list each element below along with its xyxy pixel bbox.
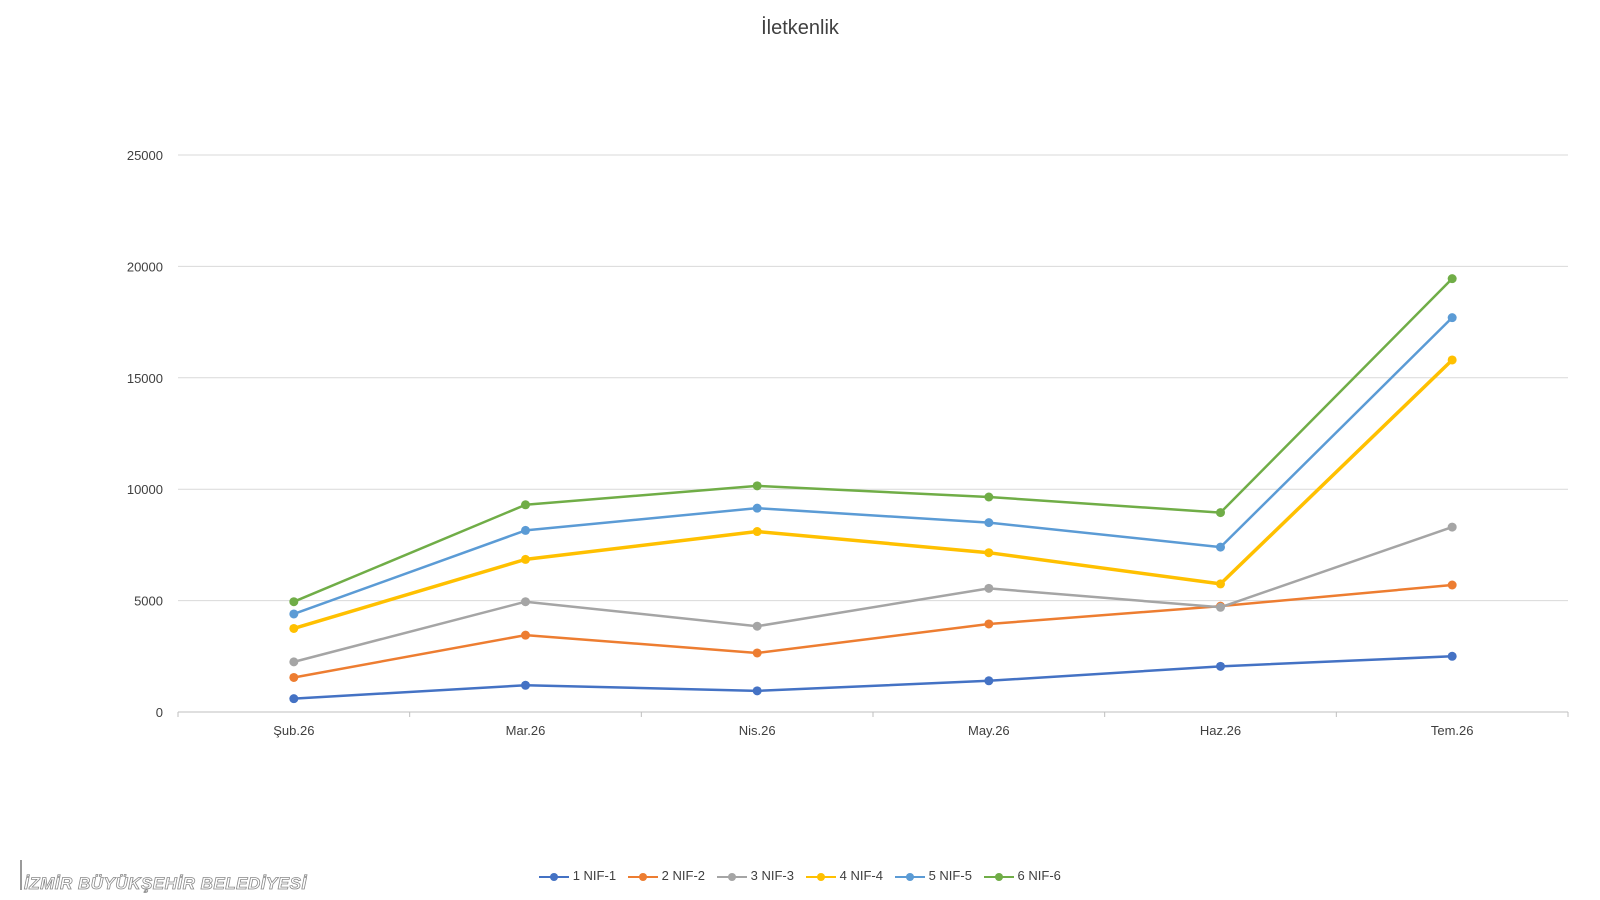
- data-point: [1447, 580, 1457, 590]
- y-tick-label: 25000: [127, 148, 163, 163]
- x-axis: Şub.26 Mar.26 Nis.26 May.26 Haz.26 Tem.26: [177, 712, 1569, 738]
- series-line: [293, 277, 1454, 603]
- legend-item: 2 NIF-2: [628, 868, 705, 883]
- data-point: [289, 623, 299, 633]
- legend: 1 NIF-1 2 NIF-2 3 NIF-3 4 NIF-4 5 NIF-5 …: [0, 868, 1600, 883]
- data-point: [521, 597, 530, 607]
- data-point: [1216, 542, 1225, 552]
- series-6: [289, 274, 1457, 607]
- data-point: [752, 503, 762, 513]
- data-point: [1216, 602, 1225, 612]
- legend-swatch: [806, 872, 836, 882]
- data-point: [1447, 522, 1457, 532]
- legend-swatch: [983, 872, 1014, 882]
- data-point: [984, 548, 994, 558]
- x-tick-label: Haz.26: [1200, 723, 1241, 738]
- data-point: [521, 500, 530, 510]
- x-tick-label: Mar.26: [506, 723, 546, 738]
- data-point: [984, 518, 994, 528]
- series-4: [289, 355, 1457, 633]
- data-point: [1216, 579, 1225, 589]
- data-point: [752, 481, 762, 491]
- data-point: [984, 583, 994, 593]
- data-point: [521, 525, 530, 535]
- x-tick-label: Nis.26: [739, 723, 776, 738]
- legend-item: 1 NIF-1: [539, 868, 616, 883]
- data-point: [752, 527, 762, 537]
- series-group: [289, 274, 1457, 704]
- legend-label: 1 NIF-1: [569, 868, 617, 883]
- y-axis: 0 5000 10000 15000 20000 25000: [127, 148, 163, 720]
- y-tick-label: 0: [156, 705, 163, 720]
- x-tick-label: Şub.26: [273, 723, 314, 738]
- data-point: [289, 694, 299, 704]
- legend-label: 6 NIF-6: [1013, 868, 1061, 883]
- legend-label: 4 NIF-4: [836, 868, 883, 883]
- legend-label: 3 NIF-3: [747, 868, 794, 883]
- chart-title: İletkenlik: [761, 16, 840, 39]
- data-point: [521, 680, 530, 690]
- data-point: [521, 554, 530, 564]
- data-point: [1216, 508, 1225, 518]
- data-point: [289, 609, 299, 619]
- logo-text: İZMİR BÜYÜKŞEHİR BELEDİYESİ: [24, 874, 307, 894]
- data-point: [984, 492, 994, 502]
- grid-lines: [178, 154, 1568, 713]
- data-point: [752, 648, 762, 658]
- data-point: [1447, 313, 1457, 323]
- series-line: [293, 655, 1453, 700]
- logo: İZMİR BÜYÜKŞEHİR BELEDİYESİ: [10, 860, 310, 900]
- data-point: [1216, 661, 1225, 671]
- series-line: [293, 525, 1453, 664]
- series-3: [289, 522, 1457, 667]
- legend-item: 3 NIF-3: [717, 868, 794, 883]
- series-line: [293, 358, 1454, 631]
- x-tick-label: Tem.26: [1431, 723, 1474, 738]
- logo-mark: [20, 860, 26, 890]
- data-point: [984, 676, 994, 686]
- y-tick-label: 10000: [127, 482, 163, 497]
- legend-label: 2 NIF-2: [658, 868, 706, 883]
- legend-swatch: [717, 872, 748, 882]
- y-tick-label: 15000: [127, 371, 163, 386]
- data-point: [984, 619, 994, 629]
- series-line: [293, 583, 1453, 679]
- legend-item: 5 NIF-5: [894, 868, 972, 883]
- data-point: [752, 621, 762, 631]
- legend-item: 6 NIF-6: [983, 868, 1061, 883]
- y-tick-label: 5000: [134, 594, 163, 609]
- series-line: [293, 316, 1454, 616]
- x-tick-label: May.26: [968, 723, 1010, 738]
- series-1: [289, 651, 1457, 704]
- data-point: [289, 672, 299, 682]
- legend-item: 4 NIF-4: [806, 868, 883, 883]
- data-point: [752, 686, 762, 696]
- y-tick-label: 20000: [127, 259, 163, 274]
- legend-swatch: [628, 872, 659, 882]
- series-5: [289, 313, 1457, 619]
- legend-label: 5 NIF-5: [924, 868, 972, 883]
- data-point: [1447, 355, 1457, 365]
- data-point: [1447, 651, 1457, 661]
- data-point: [289, 657, 299, 667]
- series-2: [289, 580, 1457, 682]
- data-point: [289, 597, 299, 607]
- legend-swatch: [894, 872, 925, 882]
- data-point: [521, 630, 530, 640]
- data-point: [1447, 274, 1457, 284]
- legend-swatch: [539, 872, 570, 882]
